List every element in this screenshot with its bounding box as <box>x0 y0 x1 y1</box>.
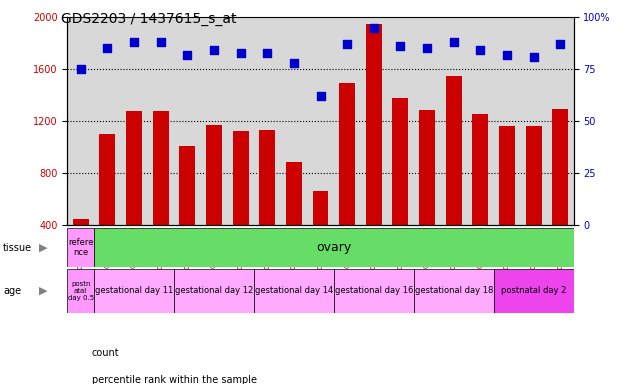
Bar <box>174 269 254 313</box>
Bar <box>94 269 174 313</box>
Text: gestational day 16: gestational day 16 <box>335 286 413 295</box>
Text: ▶: ▶ <box>39 286 48 296</box>
Point <box>449 39 459 45</box>
Bar <box>445 76 462 276</box>
Bar <box>179 146 196 276</box>
Bar <box>99 134 115 276</box>
Bar <box>233 131 249 276</box>
Text: tissue: tissue <box>3 243 32 253</box>
Bar <box>286 162 302 276</box>
Text: postn
atal
day 0.5: postn atal day 0.5 <box>67 281 94 301</box>
Bar <box>499 126 515 276</box>
Point <box>529 54 539 60</box>
Text: gestational day 18: gestational day 18 <box>415 286 493 295</box>
Bar <box>472 114 488 276</box>
Text: GDS2203 / 1437615_s_at: GDS2203 / 1437615_s_at <box>61 12 237 25</box>
Point <box>182 51 192 58</box>
Bar <box>334 269 414 313</box>
Point <box>235 50 246 56</box>
Bar <box>72 220 88 276</box>
Bar <box>206 126 222 276</box>
Text: count: count <box>92 348 119 358</box>
Point <box>262 50 272 56</box>
Text: ▶: ▶ <box>39 243 48 253</box>
Text: gestational day 11: gestational day 11 <box>95 286 173 295</box>
Text: postnatal day 2: postnatal day 2 <box>501 286 567 295</box>
Point <box>342 41 353 47</box>
Text: age: age <box>3 286 21 296</box>
Bar <box>494 269 574 313</box>
Bar <box>313 191 328 276</box>
Text: refere
nce: refere nce <box>68 238 94 257</box>
Bar <box>259 130 275 276</box>
Bar <box>392 98 408 276</box>
Bar <box>419 110 435 276</box>
Point <box>288 60 299 66</box>
Point <box>76 66 86 72</box>
Point <box>555 41 565 47</box>
Point <box>129 39 139 45</box>
Text: gestational day 14: gestational day 14 <box>254 286 333 295</box>
Point <box>502 51 512 58</box>
Point <box>369 25 379 31</box>
Point <box>315 93 326 99</box>
Bar <box>553 109 569 276</box>
Bar <box>67 228 94 267</box>
Text: gestational day 12: gestational day 12 <box>175 286 253 295</box>
Point <box>422 45 432 51</box>
Point <box>102 45 112 51</box>
Bar <box>126 111 142 276</box>
Bar <box>366 24 382 276</box>
Text: ovary: ovary <box>316 241 351 254</box>
Bar <box>67 269 94 313</box>
Bar <box>339 83 355 276</box>
Bar <box>414 269 494 313</box>
Bar <box>153 111 169 276</box>
Text: percentile rank within the sample: percentile rank within the sample <box>92 375 256 384</box>
Bar <box>526 126 542 276</box>
Point <box>156 39 166 45</box>
Bar <box>254 269 334 313</box>
Point <box>475 47 485 53</box>
Point <box>395 43 406 50</box>
Point <box>209 47 219 53</box>
